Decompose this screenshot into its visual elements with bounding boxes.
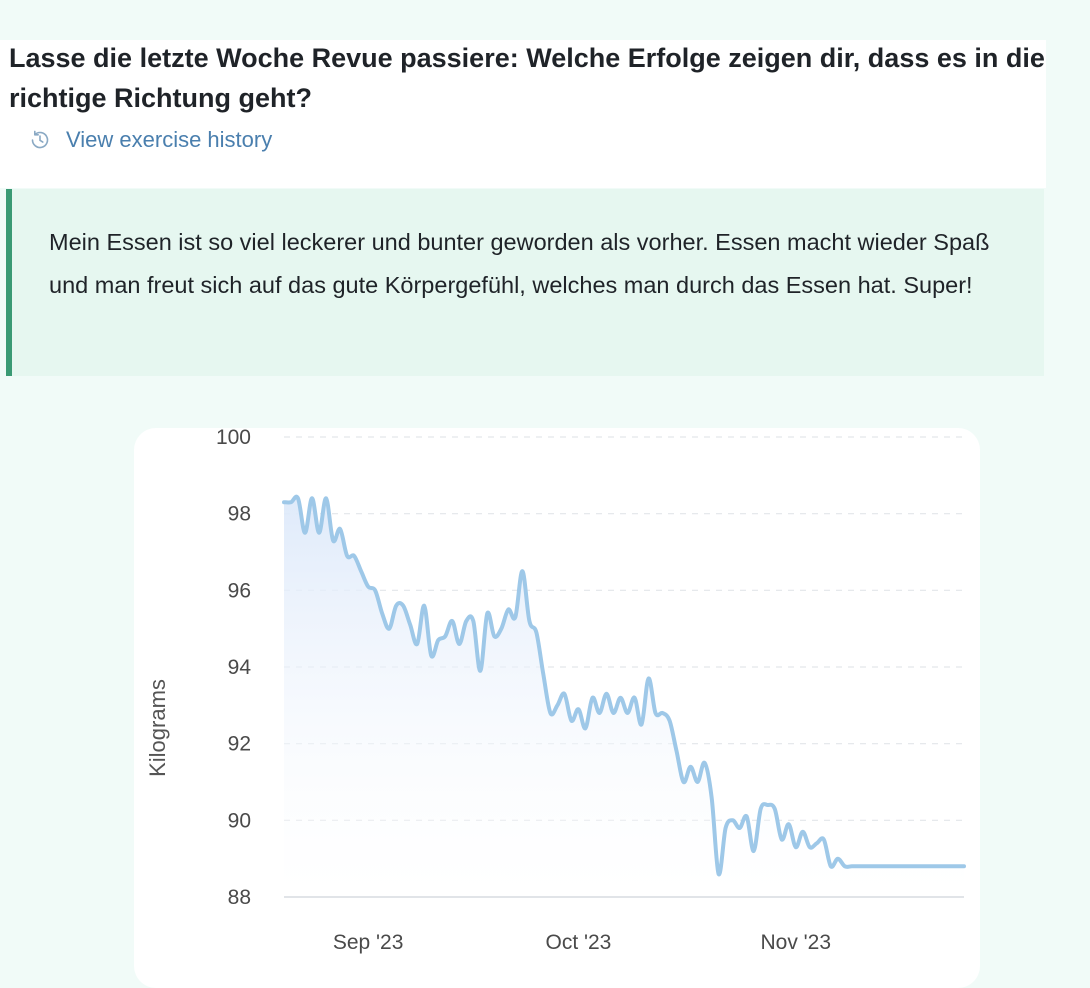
x-tick-label: Nov '23 [760,931,831,954]
x-tick-label: Sep '23 [333,931,404,954]
y-tick-label: 96 [228,579,251,602]
y-axis-ticks: 100 98 96 94 92 90 88 [216,428,251,909]
weight-chart: 100 98 96 94 92 90 88 Sep '23 Oct '23 Nov '23 Ki… [145,428,966,954]
question-title: Lasse die letzte Woche Revue passiere: W… [9,43,1045,113]
y-tick-label: 88 [228,886,251,909]
x-axis-ticks: Sep '23 Oct '23 Nov '23 [333,931,831,954]
y-tick-label: 90 [228,809,251,832]
y-tick-label: 100 [216,428,251,449]
weight-area [284,496,964,897]
y-tick-label: 94 [228,656,252,679]
y-tick-label: 98 [228,503,251,526]
answer-text: Mein Essen ist so viel leckerer und bunt… [49,229,990,298]
x-tick-label: Oct '23 [545,931,611,954]
question-panel [0,40,1046,188]
weight-line [282,494,966,877]
weight-chart-card: 100 98 96 94 92 90 88 Sep '23 Oct '23 Nov '23 Ki… [134,428,980,988]
y-tick-label: 92 [228,733,251,756]
y-axis-label: Kilograms [145,679,170,777]
history-clock-icon [31,130,49,149]
answer-box: Mein Essen ist so viel leckerer und bunt… [6,189,1044,376]
view-exercise-history-link[interactable]: View exercise history [28,124,272,156]
history-link-label: View exercise history [66,127,273,152]
